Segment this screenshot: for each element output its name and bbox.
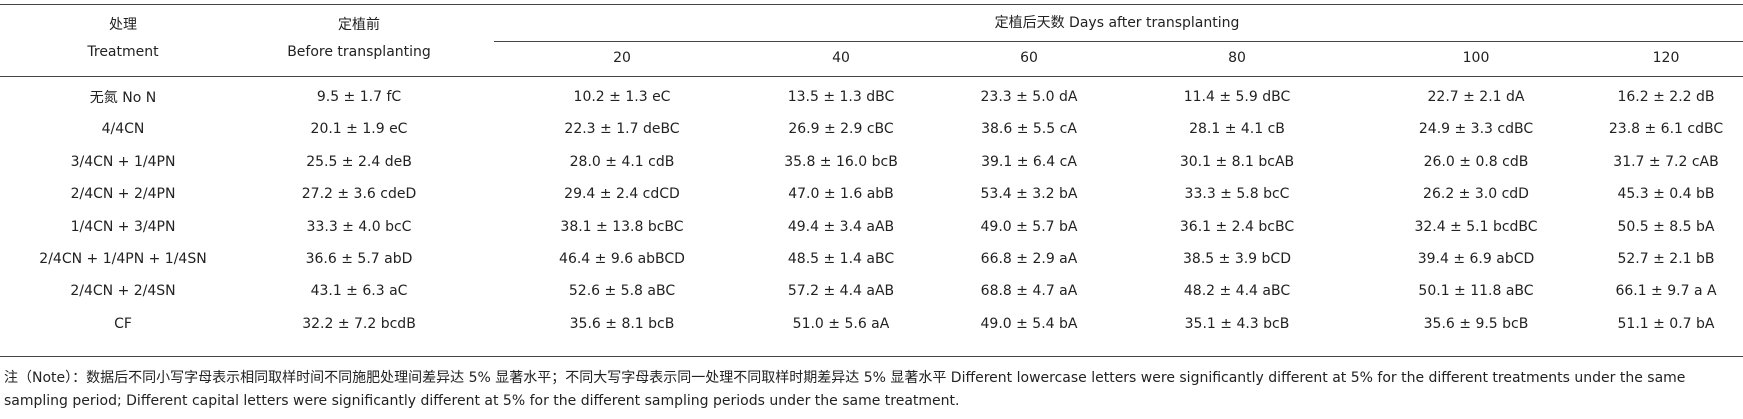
- cell: 2/4CN + 2/4SN: [70, 283, 176, 300]
- cell: 23.8 ± 6.1 cdBC: [1608, 121, 1724, 138]
- cell: 26.0 ± 0.8 cdB: [1423, 153, 1529, 170]
- cell: 51.1 ± 0.7 bA: [1617, 315, 1715, 332]
- header-cell: Before transplanting: [287, 44, 431, 60]
- cell: 38.6 ± 5.5 cA: [981, 121, 1077, 138]
- cell: 49.0 ± 5.4 bA: [980, 315, 1078, 332]
- rule: [0, 4, 1743, 5]
- cell: 35.8 ± 16.0 bcB: [784, 153, 898, 170]
- cell: 39.1 ± 6.4 cA: [981, 153, 1077, 170]
- cell: 36.1 ± 2.4 bcBC: [1179, 218, 1295, 235]
- cell: 52.6 ± 5.8 aBC: [568, 283, 676, 300]
- cell: 1/4CN + 3/4PN: [70, 218, 176, 235]
- cell: 25.5 ± 2.4 deB: [306, 153, 412, 170]
- cell: 13.5 ± 1.3 dBC: [787, 89, 895, 105]
- cell: 53.4 ± 3.2 bA: [980, 186, 1078, 203]
- cell: 32.4 ± 5.1 bcdBC: [1414, 218, 1538, 235]
- cell: 38.5 ± 3.9 bCD: [1183, 251, 1291, 267]
- cell: 30.1 ± 8.1 bcAB: [1179, 153, 1295, 170]
- cell: 68.8 ± 4.7 aA: [980, 283, 1078, 300]
- cell: CF: [114, 315, 132, 332]
- cell: 32.2 ± 7.2 bcdB: [302, 315, 416, 332]
- header-cell: 40: [832, 50, 850, 66]
- cell: 50.1 ± 11.8 aBC: [1418, 283, 1534, 300]
- cell: 10.2 ± 1.3 eC: [573, 89, 671, 105]
- header-cell: 120: [1652, 50, 1680, 66]
- cell: 38.1 ± 13.8 bcBC: [560, 218, 684, 235]
- cell: 66.1 ± 9.7 a A: [1615, 283, 1717, 300]
- cell: 31.7 ± 7.2 cAB: [1613, 153, 1719, 170]
- header-cell: 60: [1020, 50, 1038, 66]
- cell: 46.4 ± 9.6 abBCD: [559, 251, 685, 267]
- cell: 24.9 ± 3.3 cdBC: [1418, 121, 1534, 138]
- cell: 47.0 ± 1.6 abB: [788, 186, 894, 203]
- cell: 35.1 ± 4.3 bcB: [1184, 315, 1290, 332]
- header-cell: 定植前: [338, 17, 380, 33]
- cell: 39.4 ± 6.9 abCD: [1417, 251, 1535, 267]
- cell: 28.1 ± 4.1 cB: [1189, 121, 1285, 138]
- cell: 27.2 ± 3.6 cdeD: [301, 186, 417, 203]
- header-cell: Treatment: [87, 44, 159, 60]
- cell: 9.5 ± 1.7 fC: [316, 89, 402, 105]
- cell: 2/4CN + 2/4PN: [70, 186, 176, 203]
- header-cell: 处理: [109, 17, 137, 33]
- cell: 26.2 ± 3.0 cdD: [1423, 186, 1529, 203]
- cell: 45.3 ± 0.4 bB: [1617, 186, 1715, 203]
- cell: 20.1 ± 1.9 eC: [310, 121, 408, 138]
- cell: 22.3 ± 1.7 deBC: [564, 121, 680, 138]
- cell: 26.9 ± 2.9 cBC: [788, 121, 894, 138]
- cell: 66.8 ± 2.9 aA: [980, 251, 1078, 267]
- cell: 50.5 ± 8.5 bA: [1617, 218, 1715, 235]
- cell: 11.4 ± 5.9 dBC: [1183, 89, 1291, 105]
- note: 注（Note）：数据后不同小写字母表示相同取样时间不同施肥处理间差异达 5% 显…: [4, 370, 1686, 409]
- rule: [0, 356, 1743, 357]
- cell: 29.4 ± 2.4 cdCD: [564, 186, 680, 203]
- cell: 3/4CN + 1/4PN: [70, 153, 176, 170]
- header-cell: 定植后天数 Days after transplanting: [994, 15, 1240, 31]
- cell: 无氮 No N: [89, 90, 157, 106]
- cell: 49.0 ± 5.7 bA: [980, 218, 1078, 235]
- cell: 33.3 ± 5.8 bcC: [1184, 186, 1290, 203]
- cell: 35.6 ± 8.1 bcB: [569, 315, 675, 332]
- cell: 33.3 ± 4.0 bcC: [306, 218, 412, 235]
- cell: 48.5 ± 1.4 aBC: [787, 251, 895, 267]
- header-cell: 100: [1462, 50, 1490, 66]
- cell: 23.3 ± 5.0 dA: [980, 89, 1078, 105]
- cell: 48.2 ± 4.4 aBC: [1183, 283, 1291, 300]
- cell: 52.7 ± 2.1 bB: [1617, 251, 1715, 267]
- rule: [494, 41, 1743, 42]
- header-cell: 80: [1228, 50, 1246, 66]
- cell: 4/4CN: [101, 121, 145, 138]
- header-cell: 20: [613, 50, 631, 66]
- rule: [0, 76, 1743, 77]
- cell: 28.0 ± 4.1 cdB: [569, 153, 675, 170]
- cell: 2/4CN + 1/4PN + 1/4SN: [39, 251, 207, 267]
- cell: 36.6 ± 5.7 abD: [305, 251, 413, 267]
- cell: 16.2 ± 2.2 dB: [1617, 89, 1715, 105]
- cell: 57.2 ± 4.4 aAB: [787, 283, 895, 300]
- cell: 49.4 ± 3.4 aAB: [787, 218, 895, 235]
- cell: 43.1 ± 6.3 aC: [310, 283, 408, 300]
- cell: 35.6 ± 9.5 bcB: [1423, 315, 1529, 332]
- cell: 51.0 ± 5.6 aA: [792, 315, 890, 332]
- cell: 22.7 ± 2.1 dA: [1427, 89, 1525, 105]
